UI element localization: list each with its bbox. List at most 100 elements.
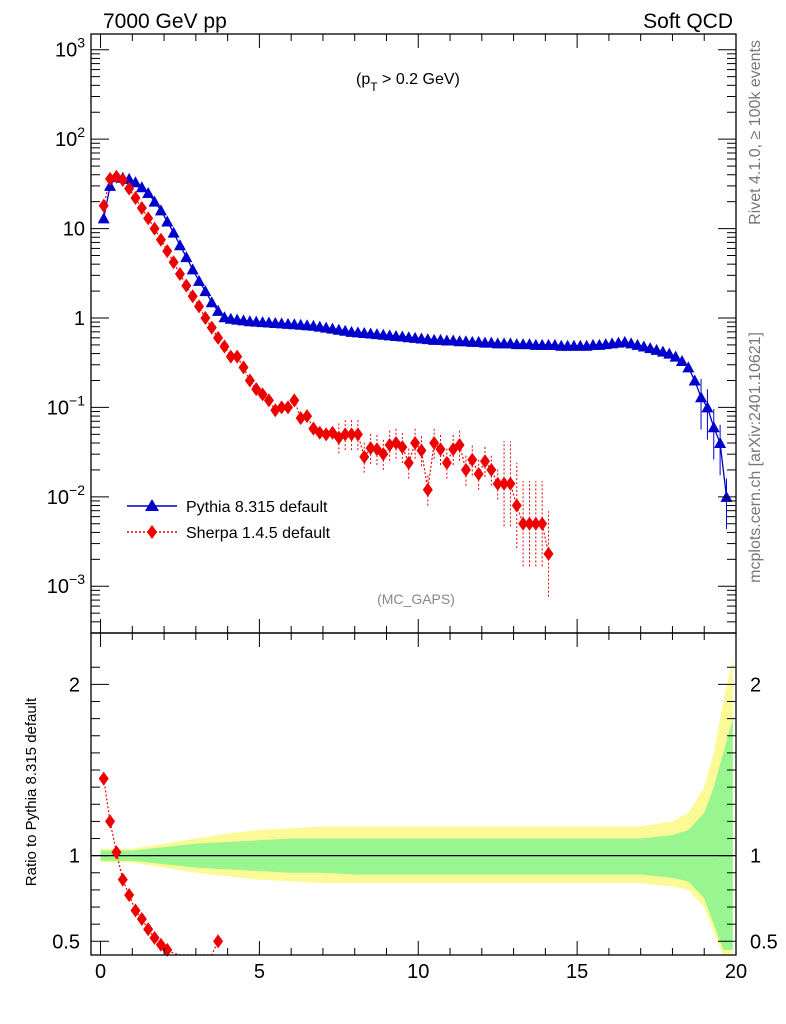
y-tick-label: 102 bbox=[55, 124, 85, 151]
x-tick-label: 15 bbox=[566, 961, 588, 983]
ratio-sherpa-point bbox=[111, 845, 122, 860]
x-tick-label: 20 bbox=[725, 961, 747, 983]
pythia-point bbox=[161, 215, 174, 227]
ratio-sherpa-point bbox=[149, 930, 160, 945]
legend-label-pythia: Pythia 8.315 default bbox=[186, 499, 328, 516]
ratio-y-tick-label-right: 0.5 bbox=[750, 931, 778, 953]
sherpa-point bbox=[314, 425, 325, 440]
sherpa-point bbox=[416, 443, 427, 458]
pythia-point bbox=[186, 263, 199, 275]
sherpa-point bbox=[282, 400, 293, 415]
ratio-sherpa-point bbox=[143, 922, 154, 937]
header-left: 7000 GeV pp bbox=[103, 10, 227, 33]
sherpa-point bbox=[219, 339, 230, 354]
pythia-point bbox=[212, 304, 225, 316]
sherpa-point bbox=[143, 211, 154, 226]
ratio-sherpa-point bbox=[105, 814, 116, 829]
pythia-point bbox=[701, 401, 714, 413]
sherpa-point bbox=[365, 441, 376, 456]
sherpa-point bbox=[441, 455, 452, 470]
pythia-point bbox=[663, 347, 676, 359]
sherpa-point bbox=[511, 498, 522, 513]
sherpa-point bbox=[155, 232, 166, 247]
sherpa-point bbox=[117, 172, 128, 187]
cut-label: (pT > 0.2 GeV) bbox=[356, 71, 460, 94]
sherpa-point bbox=[276, 400, 287, 415]
main-plot-marks bbox=[97, 169, 733, 597]
band-outer bbox=[100, 658, 733, 955]
ratio-sherpa-point bbox=[117, 872, 128, 887]
sherpa-point bbox=[537, 516, 548, 531]
sherpa-point bbox=[225, 349, 236, 364]
sherpa-point bbox=[244, 373, 255, 388]
sherpa-point bbox=[460, 462, 471, 477]
pythia-point bbox=[695, 391, 708, 403]
ratio-sherpa-point bbox=[136, 912, 147, 927]
pythia-point bbox=[675, 355, 688, 367]
sherpa-point bbox=[492, 476, 503, 491]
y-tick-label: 10−1 bbox=[47, 392, 85, 419]
sherpa-point bbox=[530, 516, 541, 531]
pythia-point bbox=[167, 226, 180, 238]
sherpa-point bbox=[194, 299, 205, 314]
analysis-label: (MC_GAPS) bbox=[377, 591, 455, 607]
sherpa-point bbox=[200, 310, 211, 325]
sherpa-point bbox=[505, 476, 516, 491]
rivet-label: Rivet 4.1.0, ≥ 100k events bbox=[747, 40, 764, 225]
sherpa-point bbox=[429, 435, 440, 450]
ratio-sherpa-point bbox=[162, 942, 173, 957]
sherpa-point bbox=[410, 435, 421, 450]
sherpa-point bbox=[181, 278, 192, 293]
sherpa-point bbox=[149, 221, 160, 236]
sherpa-point bbox=[206, 320, 217, 335]
ratio-y-tick-label: 1 bbox=[69, 846, 80, 868]
sherpa-point bbox=[162, 244, 173, 259]
y-tick-label: 10−3 bbox=[47, 571, 85, 598]
sherpa-point bbox=[479, 454, 490, 469]
sherpa-point bbox=[232, 349, 243, 364]
sherpa-point bbox=[251, 382, 262, 397]
y-tick-label: 1 bbox=[74, 308, 85, 330]
ratio-y-tick-label: 0.5 bbox=[52, 931, 80, 953]
sherpa-point bbox=[486, 462, 497, 477]
sherpa-point bbox=[302, 409, 313, 424]
sherpa-point bbox=[213, 330, 224, 345]
ratio-y-tick-label-right: 2 bbox=[750, 674, 761, 696]
pythia-point bbox=[180, 251, 193, 263]
legend-marker-pythia bbox=[145, 499, 159, 511]
x-tick-label: 10 bbox=[407, 961, 429, 983]
pythia-point bbox=[148, 195, 161, 207]
main-frame bbox=[90, 33, 737, 634]
legend: Pythia 8.315 default Sherpa 1.4.5 defaul… bbox=[127, 499, 331, 542]
sherpa-point bbox=[187, 289, 198, 304]
sherpa-point bbox=[403, 455, 414, 470]
sherpa-point bbox=[518, 516, 529, 531]
ratio-sherpa-point bbox=[124, 888, 135, 903]
pythia-point bbox=[173, 239, 186, 251]
sherpa-point bbox=[168, 255, 179, 270]
pythia-point bbox=[135, 181, 148, 193]
pythia-point bbox=[199, 285, 212, 297]
pythia-point bbox=[714, 436, 727, 448]
pythia-point bbox=[142, 186, 155, 198]
axes: 0 5 10 15 20 10−3 10−2 10−1 1 10 102 103 0.5 0.5 1 1 2 2 bbox=[47, 34, 778, 983]
sherpa-point bbox=[130, 190, 141, 205]
ratio-sherpa-point bbox=[213, 934, 224, 949]
uncertainty-bands bbox=[100, 658, 733, 955]
pythia-point bbox=[707, 421, 720, 433]
sherpa-point bbox=[543, 546, 554, 561]
pythia-point bbox=[682, 361, 695, 373]
mcplots-label: mcplots.cern.ch [arXiv:2401.10621] bbox=[747, 332, 764, 583]
y-tick-label: 10−2 bbox=[47, 482, 85, 509]
ratio-ylabel: Ratio to Pythia 8.315 default bbox=[23, 697, 40, 886]
sherpa-point bbox=[378, 447, 389, 462]
pythia-point bbox=[205, 296, 218, 308]
sherpa-point bbox=[136, 200, 147, 215]
sherpa-point bbox=[174, 267, 185, 282]
sherpa-point bbox=[98, 198, 109, 213]
x-tick-label: 0 bbox=[95, 961, 106, 983]
x-tick-label: 5 bbox=[254, 961, 265, 983]
sherpa-point bbox=[473, 467, 484, 482]
y-tick-label: 103 bbox=[55, 35, 85, 62]
